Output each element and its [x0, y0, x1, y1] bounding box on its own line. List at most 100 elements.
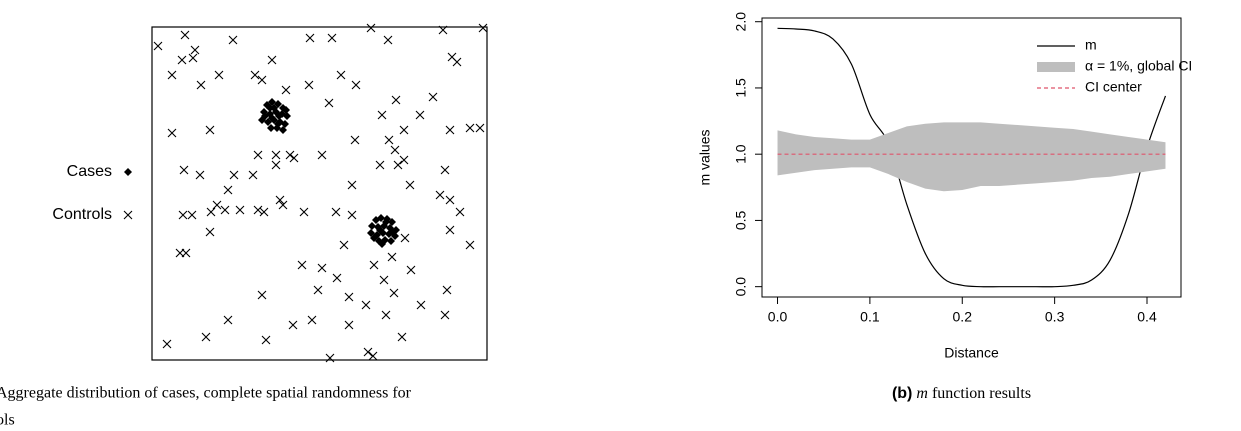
control-point — [289, 153, 299, 163]
control-point — [445, 225, 455, 235]
control-point — [288, 320, 298, 330]
control-point — [177, 55, 187, 65]
case-point — [368, 222, 376, 230]
control-point — [445, 195, 455, 205]
control-point — [375, 160, 385, 170]
control-point — [347, 180, 357, 190]
x-tick-label: 0.1 — [860, 309, 880, 325]
control-point — [389, 288, 399, 298]
case-point — [387, 237, 395, 245]
control-point — [201, 332, 211, 342]
case-point — [376, 226, 384, 234]
y-tick-label: 0.0 — [733, 277, 749, 297]
control-point — [478, 23, 488, 33]
control-point — [248, 170, 258, 180]
control-point — [235, 205, 245, 215]
legend-label: CI center — [1085, 79, 1142, 95]
control-point — [336, 70, 346, 80]
control-point — [167, 128, 177, 138]
control-point — [167, 70, 177, 80]
control-point — [267, 55, 277, 65]
x-axis-label: Distance — [944, 345, 999, 361]
case-point — [282, 106, 290, 114]
control-point — [180, 30, 190, 40]
control-point — [377, 110, 387, 120]
case-point — [266, 104, 274, 112]
ci-band — [777, 122, 1166, 192]
legend-label: Cases — [67, 163, 112, 180]
control-point — [304, 80, 314, 90]
y-tick-label: 1.5 — [733, 78, 749, 98]
control-point — [416, 300, 426, 310]
control-point — [178, 210, 188, 220]
control-point — [397, 332, 407, 342]
control-point — [205, 125, 215, 135]
control-point — [369, 260, 379, 270]
control-point — [214, 70, 224, 80]
control-point — [387, 252, 397, 262]
case-point — [274, 120, 282, 128]
control-point — [299, 207, 309, 217]
case-point — [268, 114, 276, 122]
control-point — [195, 170, 205, 180]
control-point — [390, 145, 400, 155]
control-point — [393, 160, 403, 170]
control-point — [339, 240, 349, 250]
y-tick-label: 2.0 — [733, 12, 749, 32]
control-point — [261, 335, 271, 345]
control-point — [383, 35, 393, 45]
case-point — [275, 112, 283, 120]
control-point — [399, 125, 409, 135]
control-point — [250, 70, 260, 80]
case-point — [370, 234, 378, 242]
control-point — [361, 300, 371, 310]
control-point — [391, 95, 401, 105]
control-point — [379, 275, 389, 285]
control-point — [285, 150, 295, 160]
control-point — [297, 260, 307, 270]
control-point — [384, 135, 394, 145]
control-point — [188, 53, 198, 63]
y-tick-label: 0.5 — [733, 210, 749, 230]
legend-label: Controls — [52, 206, 112, 223]
legend-label: α = 1%, global CI — [1085, 58, 1192, 74]
case-point — [377, 214, 385, 222]
control-point — [452, 57, 462, 67]
caption-a-line: ols — [0, 412, 15, 429]
control-point — [271, 160, 281, 170]
case-point — [382, 218, 390, 226]
control-point — [347, 210, 357, 220]
control-point — [271, 150, 281, 160]
case-point — [261, 112, 269, 120]
control-point — [327, 33, 337, 43]
control-point — [278, 200, 288, 210]
control-point — [324, 98, 334, 108]
control-point — [368, 351, 378, 361]
x-tick-label: 0.2 — [953, 309, 973, 325]
plot-box — [761, 17, 1182, 298]
control-point — [253, 150, 263, 160]
caption-label: (b) — [892, 385, 912, 402]
control-point — [406, 265, 416, 275]
control-point — [442, 285, 452, 295]
control-point — [405, 180, 415, 190]
control-point — [181, 248, 191, 258]
control-point — [257, 290, 267, 300]
legend-label: m — [1085, 37, 1097, 53]
caption-a-line: Aggregate distribution of cases, complet… — [0, 385, 412, 402]
control-point — [363, 347, 373, 357]
control-point — [400, 233, 410, 243]
control-point — [305, 33, 315, 43]
control-point — [350, 135, 360, 145]
control-point — [190, 45, 200, 55]
control-point — [465, 123, 475, 133]
control-point — [212, 200, 222, 210]
control-point — [445, 125, 455, 135]
caption-symbol: m — [916, 385, 928, 402]
control-point — [313, 285, 323, 295]
control-point — [366, 23, 376, 33]
legend-symbol — [123, 210, 133, 220]
legend-symbol — [124, 168, 132, 176]
